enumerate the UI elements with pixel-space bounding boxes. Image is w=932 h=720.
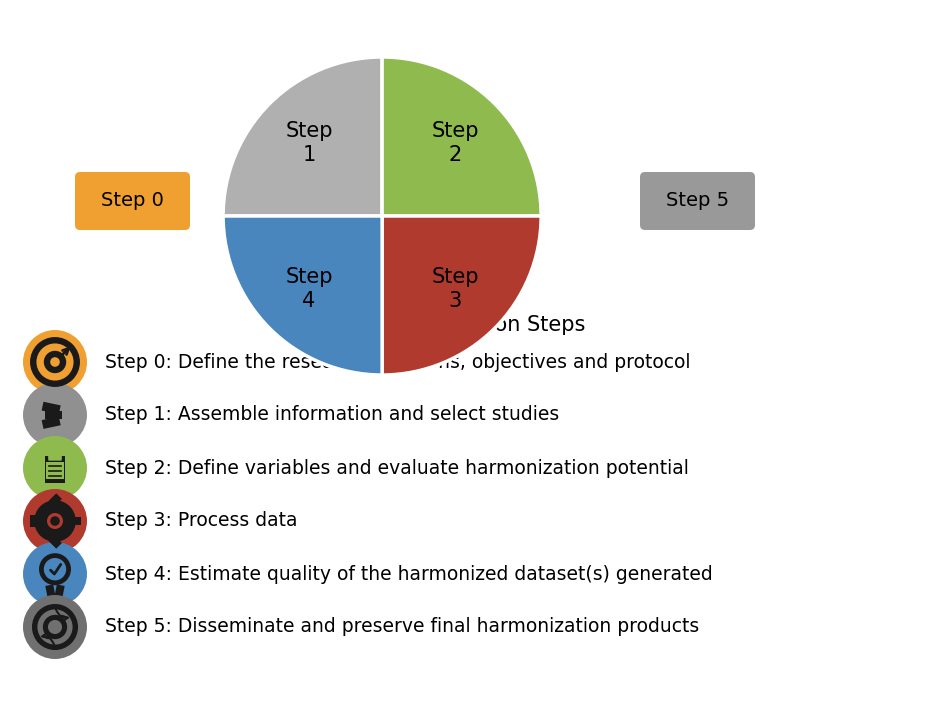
Text: Step 0: Step 0	[101, 192, 164, 210]
Text: Step 5: Step 5	[666, 192, 729, 210]
FancyBboxPatch shape	[45, 410, 62, 420]
Text: Step 3: Process data: Step 3: Process data	[105, 511, 297, 531]
Circle shape	[34, 500, 75, 541]
Circle shape	[30, 337, 80, 387]
Wedge shape	[382, 57, 541, 216]
Circle shape	[23, 595, 87, 659]
FancyBboxPatch shape	[48, 493, 62, 507]
FancyBboxPatch shape	[31, 516, 38, 526]
Text: Step 1: Assemble information and select studies: Step 1: Assemble information and select …	[105, 405, 559, 425]
Circle shape	[23, 330, 87, 394]
FancyBboxPatch shape	[42, 402, 61, 414]
Text: Step 5: Disseminate and preserve final harmonization products: Step 5: Disseminate and preserve final h…	[105, 618, 699, 636]
FancyBboxPatch shape	[31, 516, 38, 526]
FancyBboxPatch shape	[48, 493, 62, 507]
Circle shape	[48, 620, 62, 634]
Text: Step
4: Step 4	[285, 266, 333, 312]
Circle shape	[47, 513, 63, 529]
Circle shape	[32, 604, 78, 650]
Wedge shape	[223, 216, 382, 375]
Circle shape	[50, 516, 60, 526]
Text: Step 2: Define variables and evaluate harmonization potential: Step 2: Define variables and evaluate ha…	[105, 459, 689, 477]
Circle shape	[23, 383, 87, 447]
Text: Step 0: Define the research questions, objectives and protocol: Step 0: Define the research questions, o…	[105, 353, 691, 372]
Text: Step 4: Estimate quality of the harmonized dataset(s) generated: Step 4: Estimate quality of the harmoniz…	[105, 564, 713, 583]
FancyBboxPatch shape	[70, 517, 81, 525]
Circle shape	[23, 542, 87, 606]
FancyBboxPatch shape	[42, 416, 61, 429]
FancyBboxPatch shape	[48, 535, 62, 549]
Circle shape	[43, 615, 67, 639]
FancyBboxPatch shape	[48, 535, 62, 549]
Circle shape	[23, 489, 87, 553]
FancyBboxPatch shape	[75, 172, 190, 230]
FancyBboxPatch shape	[47, 462, 63, 479]
Circle shape	[36, 343, 74, 381]
Circle shape	[44, 351, 66, 373]
Circle shape	[44, 558, 66, 580]
Circle shape	[50, 357, 60, 366]
FancyBboxPatch shape	[45, 456, 65, 482]
FancyBboxPatch shape	[70, 517, 81, 525]
Wedge shape	[382, 216, 541, 375]
Circle shape	[39, 553, 71, 585]
Text: Step
3: Step 3	[432, 266, 479, 312]
FancyBboxPatch shape	[640, 172, 755, 230]
Text: Step
2: Step 2	[432, 120, 479, 166]
Text: Iterative Harmonization Steps: Iterative Harmonization Steps	[274, 315, 585, 335]
Text: Step
1: Step 1	[285, 120, 333, 166]
Circle shape	[23, 436, 87, 500]
Circle shape	[37, 609, 73, 644]
FancyBboxPatch shape	[48, 454, 62, 461]
Wedge shape	[223, 57, 382, 216]
